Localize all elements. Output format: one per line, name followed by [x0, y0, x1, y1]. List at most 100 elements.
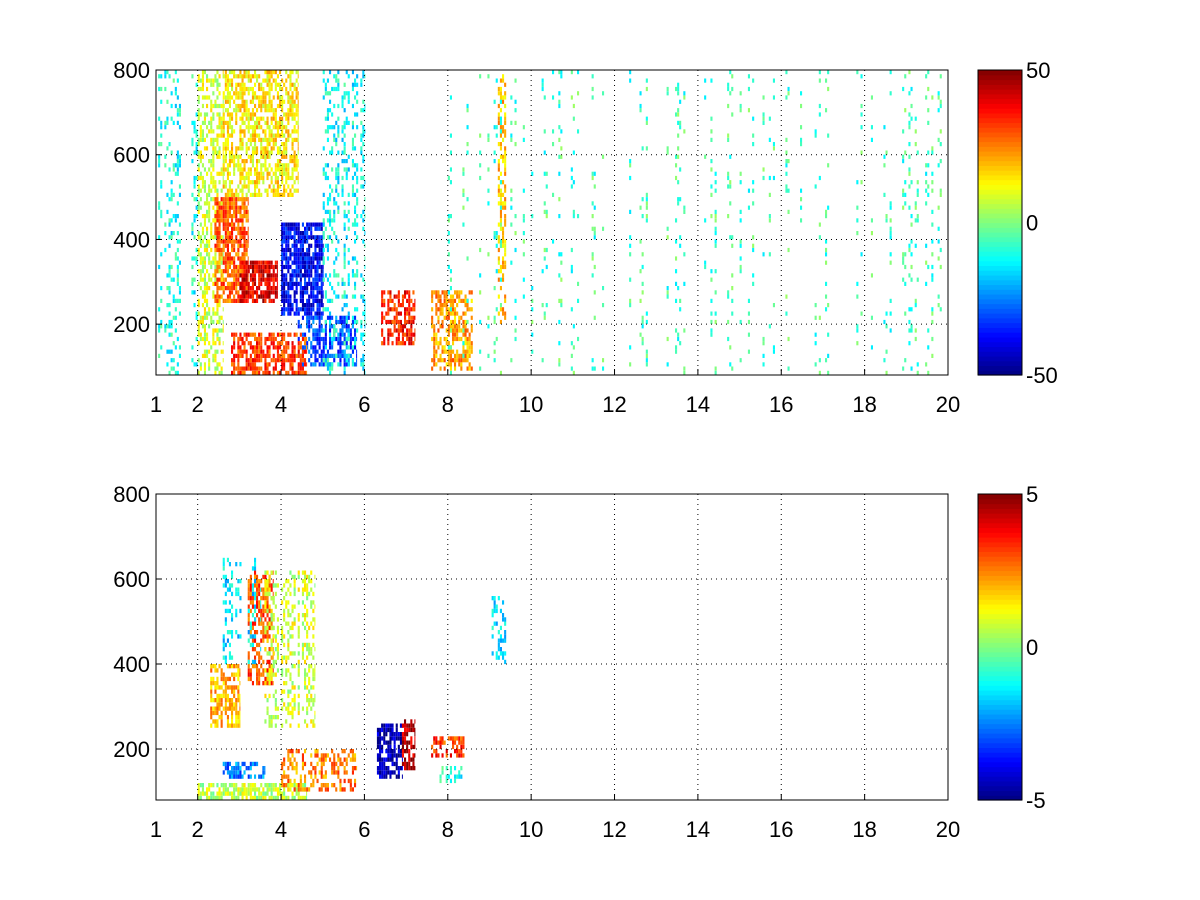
- heatmap-cell: [241, 95, 244, 100]
- heatmap-cell: [170, 358, 173, 363]
- heatmap-cell: [356, 222, 359, 227]
- heatmap-cell: [752, 281, 755, 286]
- heatmap-cell: [208, 239, 211, 244]
- heatmap-cell: [212, 129, 215, 134]
- heatmap-cell: [216, 719, 219, 724]
- heatmap-cell: [289, 188, 292, 193]
- heatmap-cell: [258, 277, 261, 282]
- heatmap-cell: [762, 116, 765, 121]
- heatmap-cell: [464, 324, 467, 329]
- heatmap-cell: [768, 137, 771, 142]
- heatmap-cell: [322, 252, 324, 257]
- heatmap-cell: [214, 226, 217, 231]
- heatmap-cell: [287, 269, 290, 274]
- heatmap-cell: [266, 116, 269, 121]
- heatmap-cell: [260, 103, 263, 109]
- heatmap-cell: [497, 142, 500, 147]
- heatmap-cell: [268, 579, 271, 584]
- heatmap-cell: [289, 154, 292, 159]
- heatmap-cell: [243, 112, 246, 117]
- heatmap-cell: [164, 163, 167, 168]
- heatmap-cell: [172, 120, 175, 125]
- heatmap-cell: [256, 336, 259, 342]
- heatmap-cell: [351, 324, 354, 329]
- heatmap-cell: [499, 370, 502, 375]
- heatmap-cell: [208, 311, 211, 316]
- heatmap-cell: [341, 125, 344, 130]
- heatmap-cell: [445, 298, 448, 303]
- heatmap-cell: [297, 349, 300, 354]
- heatmap-cell: [260, 353, 263, 358]
- heatmap-cell: [260, 341, 263, 346]
- heatmap-cell: [364, 74, 366, 79]
- heatmap-cell: [231, 247, 234, 253]
- heatmap-cell: [231, 133, 234, 138]
- heatmap-cell: [222, 358, 224, 363]
- heatmap-cell: [201, 129, 204, 134]
- heatmap-cell: [210, 99, 213, 104]
- heatmap-cell: [502, 154, 505, 159]
- heatmap-cell: [462, 192, 465, 197]
- heatmap-cell: [212, 137, 215, 142]
- colorbar-band: [978, 217, 1022, 224]
- heatmap-cell: [322, 70, 325, 75]
- heatmap-cell: [308, 260, 311, 265]
- heatmap-cell: [268, 370, 271, 375]
- heatmap-cell: [499, 108, 502, 113]
- heatmap-cell: [237, 579, 240, 584]
- heatmap-cell: [306, 345, 309, 350]
- colorbar-band: [978, 174, 1022, 181]
- heatmap-cell: [335, 184, 338, 189]
- heatmap-cell: [739, 218, 742, 223]
- heatmap-cell: [297, 137, 299, 142]
- heatmap-cell: [174, 70, 177, 75]
- heatmap-cell: [247, 116, 250, 121]
- heatmap-cell: [231, 201, 234, 206]
- heatmap-cell: [314, 277, 317, 282]
- heatmap-cell: [239, 167, 242, 172]
- heatmap-cell: [224, 74, 227, 79]
- heatmap-cell: [226, 222, 229, 227]
- heatmap-cell: [247, 112, 250, 117]
- heatmap-cell: [214, 328, 217, 333]
- heatmap-cell: [297, 112, 299, 117]
- heatmap-cell: [310, 231, 313, 236]
- heatmap-cell: [299, 307, 302, 312]
- heatmap-cell: [243, 256, 246, 261]
- heatmap-cell: [243, 290, 246, 295]
- heatmap-cell: [385, 319, 388, 325]
- heatmap-cell: [441, 307, 444, 312]
- heatmap-cell: [212, 82, 215, 87]
- heatmap-cell: [739, 269, 742, 274]
- heatmap-cell: [231, 706, 234, 711]
- heatmap-cell: [279, 332, 282, 337]
- heatmap-cell: [218, 231, 221, 236]
- heatmap-cell: [504, 163, 507, 168]
- colorbar-band: [978, 222, 1022, 228]
- heatmap-cell: [710, 332, 713, 337]
- heatmap-cell: [231, 231, 234, 236]
- heatmap-cell: [397, 332, 400, 337]
- heatmap-cell: [447, 328, 450, 333]
- heatmap-cell: [233, 345, 236, 350]
- heatmap-cell: [310, 235, 313, 240]
- heatmap-cell: [206, 298, 209, 303]
- heatmap-cell: [364, 231, 366, 236]
- heatmap-cell: [591, 256, 594, 261]
- heatmap-cell: [502, 235, 505, 240]
- heatmap-cell: [264, 159, 267, 164]
- heatmap-cell: [249, 154, 252, 159]
- colorbar-band: [978, 117, 1022, 124]
- heatmap-cell: [679, 341, 682, 346]
- heatmap-cell: [237, 668, 240, 673]
- heatmap-cell: [639, 103, 642, 109]
- heatmap-cell: [212, 698, 215, 703]
- heatmap-cell: [226, 226, 229, 231]
- heatmap-cell: [272, 332, 275, 337]
- heatmap-cell: [308, 277, 311, 282]
- heatmap-cell: [860, 311, 863, 316]
- heatmap-cell: [176, 171, 179, 176]
- heatmap-cell: [218, 112, 221, 117]
- heatmap-cell: [266, 600, 269, 605]
- heatmap-cell: [552, 192, 555, 197]
